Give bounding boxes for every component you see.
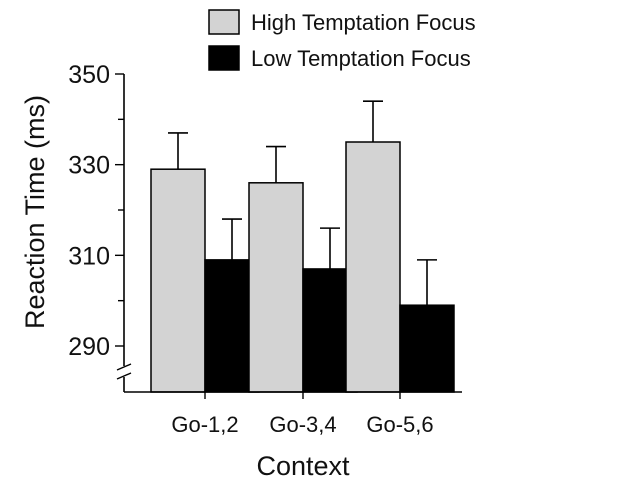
bars-group bbox=[150, 141, 455, 393]
labels-group: 290 310 330 350 Go-1,2 Go-3,4 Go-5,6 Context Rea… bbox=[20, 61, 434, 481]
axes-group bbox=[115, 73, 462, 399]
legend-swatch-high-temptation-focus bbox=[208, 9, 240, 35]
legend-label-high-temptation-focus: High Temptation Focus bbox=[251, 10, 476, 35]
bar-high-temptation-focus-go-5-6 bbox=[345, 141, 401, 393]
bar-high-temptation-focus-go-1-2 bbox=[150, 168, 206, 393]
y-tick-label-310: 310 bbox=[68, 242, 110, 270]
y-tick-label-330: 330 bbox=[68, 152, 110, 180]
error-bars-group bbox=[168, 100, 437, 306]
y-tick-label-350: 350 bbox=[68, 61, 110, 89]
axis-break-mark-lower bbox=[116, 372, 132, 380]
x-tick-label-go-3-4: Go-3,4 bbox=[269, 412, 336, 437]
x-tick-label-go-1-2: Go-1,2 bbox=[171, 412, 238, 437]
legend-label-low-temptation-focus: Low Temptation Focus bbox=[251, 46, 471, 71]
legend-swatch-low-temptation-focus bbox=[208, 45, 240, 71]
axis-break-mark-upper bbox=[116, 363, 132, 371]
x-axis-title: Context bbox=[256, 451, 350, 481]
bar-low-temptation-focus-go-5-6 bbox=[399, 304, 455, 393]
legend: High Temptation Focus Low Temptation Focu… bbox=[208, 9, 476, 71]
y-tick-label-290: 290 bbox=[68, 333, 110, 361]
x-tick-label-go-5-6: Go-5,6 bbox=[366, 412, 433, 437]
bar-high-temptation-focus-go-3-4 bbox=[248, 182, 304, 393]
y-axis-title: Reaction Time (ms) bbox=[20, 95, 50, 329]
